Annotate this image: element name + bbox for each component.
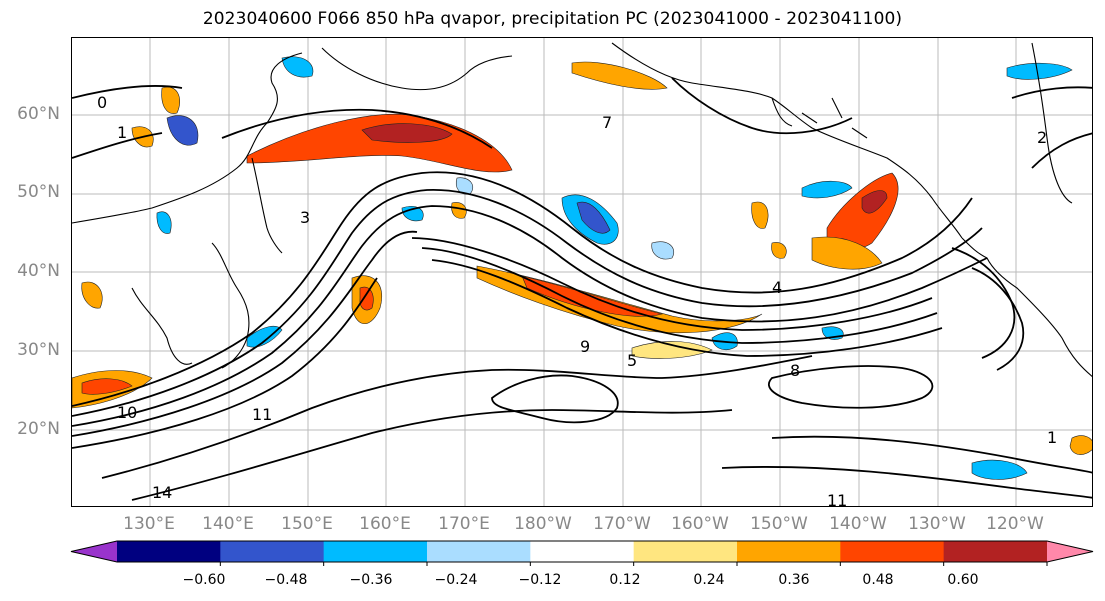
contour-label: 7	[602, 113, 612, 132]
contour-label: 11	[252, 405, 272, 424]
colorbar-tick: 0.48	[862, 572, 894, 588]
lat-label: 50°N	[17, 182, 60, 202]
colorbar-segment	[737, 541, 841, 562]
colorbar-tick: −0.24	[434, 572, 478, 588]
colorbar-segment	[840, 541, 945, 562]
colorbar-tick: −0.60	[182, 572, 226, 588]
lat-label: 20°N	[17, 419, 60, 439]
vapor-contours	[72, 77, 1092, 501]
lon-label: 140°W	[829, 514, 887, 534]
colorbar-tick: −0.12	[518, 572, 562, 588]
colorbar-tick: 0.12	[609, 572, 641, 588]
contour-label: 0	[97, 93, 107, 112]
precip-negative-shading	[156, 56, 1073, 480]
colorbar-segment	[71, 541, 117, 562]
lat-label: 60°N	[17, 104, 60, 124]
coastlines	[72, 42, 1092, 378]
contour-label: 9	[580, 337, 590, 356]
precip-positive-shading	[72, 61, 1092, 455]
contour-label: 14	[152, 483, 172, 502]
plot-title: 2023040600 F066 850 hPa qvapor, precipit…	[202, 9, 903, 29]
colorbar-tick: −0.48	[264, 572, 308, 588]
lon-label: 130°E	[123, 514, 175, 534]
colorbar-tick: 0.36	[778, 572, 810, 588]
colorbar-segment	[633, 541, 738, 562]
contour-label: 2	[1037, 128, 1047, 147]
contour-label: 1	[117, 123, 127, 142]
lat-label: 30°N	[17, 340, 60, 360]
colorbar-segment	[117, 541, 221, 562]
graticule	[72, 38, 1092, 506]
lon-label: 160°E	[359, 514, 411, 534]
lon-label: 140°E	[202, 514, 254, 534]
contour-label: 4	[772, 278, 782, 297]
lon-label: 170°W	[593, 514, 651, 534]
contour-label: 3	[300, 208, 310, 227]
colorbar-segment	[530, 541, 635, 562]
contour-label: 8	[790, 361, 800, 380]
contour-labels: 0 1 2 3 4 5 7 8 9 10 11 11 14 1	[97, 93, 1057, 507]
lon-label: 130°W	[908, 514, 966, 534]
colorbar-outline	[70, 540, 1094, 563]
lon-label: 150°W	[750, 514, 808, 534]
contour-label: 10	[117, 403, 137, 422]
colorbar-tick: 0.24	[693, 572, 725, 588]
lon-label: 170°E	[438, 514, 490, 534]
colorbar-segment	[1047, 541, 1093, 562]
colorbar-tick: 0.60	[947, 572, 979, 588]
colorbar-segment	[220, 541, 325, 562]
lat-label: 40°N	[17, 261, 60, 281]
colorbar-segments	[70, 540, 1094, 566]
colorbar-segment	[427, 541, 531, 562]
lon-label: 150°E	[281, 514, 333, 534]
map-panel: 0 1 2 3 4 5 7 8 9 10 11 11 14 1	[71, 37, 1093, 507]
contour-label: 11	[827, 491, 847, 507]
colorbar-segment	[323, 541, 428, 562]
colorbar-tick: −0.36	[349, 572, 393, 588]
lon-label: 120°W	[986, 514, 1044, 534]
colorbar-segment	[943, 541, 1048, 562]
lon-label: 160°W	[671, 514, 729, 534]
map-canvas: 0 1 2 3 4 5 7 8 9 10 11 11 14 1	[72, 38, 1092, 507]
contour-label: 1	[1047, 428, 1057, 447]
lon-label: 180°W	[514, 514, 572, 534]
contour-label: 5	[627, 351, 637, 370]
